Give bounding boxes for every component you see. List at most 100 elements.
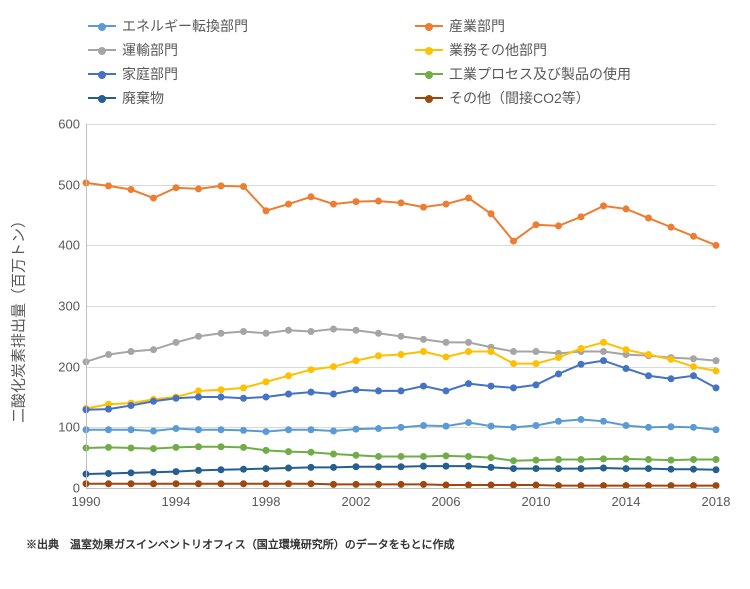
series-marker-household [443,387,450,394]
series-marker-commercial [600,339,607,346]
series-marker-commercial [623,346,630,353]
series-marker-waste [488,464,495,471]
x-axis [86,488,716,489]
series-marker-transport [600,348,607,355]
legend-label: エネルギー転換部門 [122,16,248,36]
series-marker-household [623,365,630,372]
series-marker-household [690,372,697,379]
series-marker-waste [555,465,562,472]
series-marker-transport [150,346,157,353]
series-marker-industry [375,198,382,205]
series-marker-process [645,456,652,463]
series-marker-process [690,456,697,463]
legend-item-household: 家庭部門 [88,64,395,84]
x-tick-label: 1990 [72,494,101,509]
series-marker-energy [600,418,607,425]
series-marker-transport [308,328,315,335]
series-marker-other [105,480,112,487]
series-marker-waste [420,463,427,470]
series-marker-commercial [375,352,382,359]
series-marker-household [510,384,517,391]
series-marker-process [443,452,450,459]
series-marker-process [465,453,472,460]
series-marker-industry [465,195,472,202]
x-tick-label: 1998 [252,494,281,509]
legend-item-process: 工業プロセス及び製品の使用 [415,64,722,84]
series-marker-commercial [443,353,450,360]
series-marker-household [330,390,337,397]
series-marker-household [668,375,675,382]
series-marker-other [285,480,292,487]
y-tick-label: 500 [58,177,80,192]
series-marker-energy [578,416,585,423]
series-marker-transport [195,333,202,340]
series-marker-transport [330,326,337,333]
series-marker-process [578,456,585,463]
series-marker-process [510,457,517,464]
series-marker-other [150,480,157,487]
x-tick-label: 2014 [612,494,641,509]
series-marker-household [465,380,472,387]
series-marker-household [128,402,135,409]
series-marker-commercial [398,351,405,358]
series-marker-waste [353,463,360,470]
series-marker-energy [375,425,382,432]
series-marker-industry [645,215,652,222]
series-marker-process [195,443,202,450]
series-marker-commercial [263,378,270,385]
series-line-household [86,361,716,410]
series-marker-waste [218,466,225,473]
series-marker-other [375,481,382,488]
series-marker-household [285,390,292,397]
series-marker-process [353,452,360,459]
series-marker-industry [623,205,630,212]
series-marker-commercial [240,384,247,391]
series-marker-energy [443,423,450,430]
legend-swatch-icon [88,97,116,99]
series-marker-other [218,480,225,487]
series-marker-process [533,457,540,464]
series-marker-process [330,451,337,458]
series-marker-energy [398,424,405,431]
series-marker-process [128,444,135,451]
series-marker-energy [645,424,652,431]
series-marker-transport [240,328,247,335]
series-marker-industry [488,210,495,217]
series-marker-process [308,449,315,456]
series-marker-household [353,386,360,393]
x-tick-label: 1994 [162,494,191,509]
series-marker-industry [398,199,405,206]
series-marker-transport [263,330,270,337]
series-marker-transport [375,330,382,337]
series-marker-commercial [285,372,292,379]
series-marker-industry [600,202,607,209]
series-marker-energy [488,423,495,430]
series-marker-industry [263,207,270,214]
series-marker-transport [398,333,405,340]
series-marker-transport [533,348,540,355]
series-marker-process [668,457,675,464]
series-svg [86,124,716,488]
legend-label: 産業部門 [449,16,505,36]
series-marker-transport [285,327,292,334]
x-tick-label: 2010 [522,494,551,509]
series-marker-commercial [465,348,472,355]
series-marker-waste [443,463,450,470]
y-tick-label: 600 [58,117,80,132]
series-marker-household [240,395,247,402]
series-marker-household [578,361,585,368]
series-marker-waste [308,464,315,471]
series-marker-energy [105,426,112,433]
series-marker-energy [353,426,360,433]
series-marker-transport [465,339,472,346]
series-marker-industry [285,201,292,208]
series-marker-industry [555,222,562,229]
series-marker-transport [353,327,360,334]
series-marker-household [195,394,202,401]
x-tick-label: 2018 [702,494,731,509]
series-marker-waste [128,469,135,476]
series-marker-waste [398,463,405,470]
series-marker-energy [308,426,315,433]
legend-swatch-icon [415,73,443,75]
chart: 二酸化炭素排出量（百万トン） 0100200300400500600199019… [24,118,724,518]
